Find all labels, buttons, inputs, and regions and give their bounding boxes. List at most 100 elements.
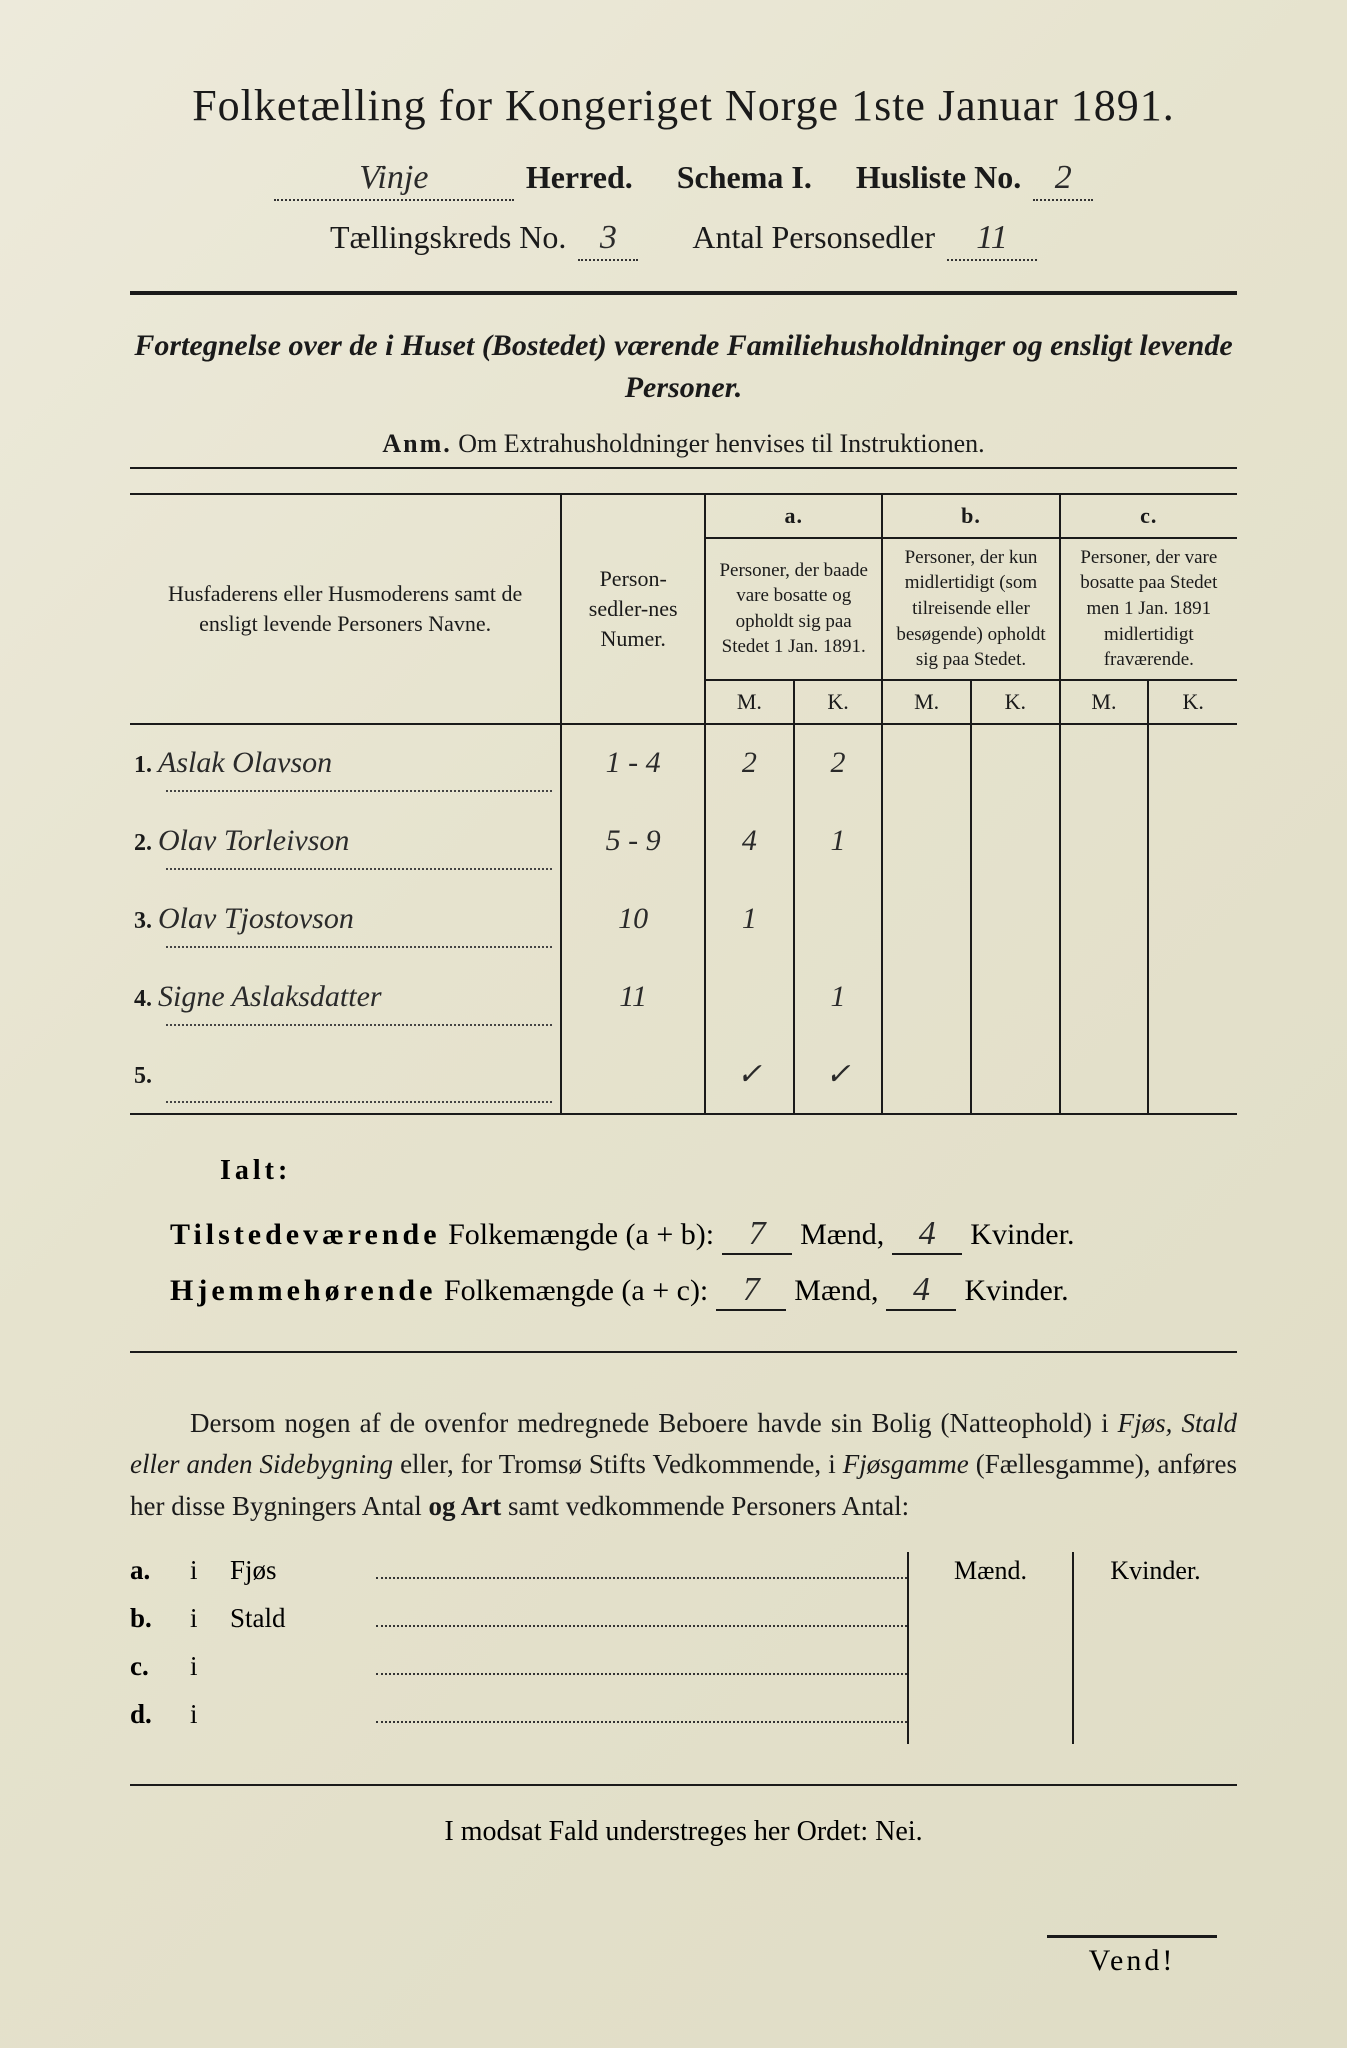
subtitle: Fortegnelse over de i Huset (Bostedet) v… bbox=[130, 325, 1237, 409]
a-k: ✓ bbox=[794, 1036, 883, 1114]
b-k bbox=[971, 958, 1060, 1036]
col-c-label: c. bbox=[1060, 494, 1237, 538]
kreds-value: 3 bbox=[600, 219, 617, 256]
kreds-label: Tællingskreds No. bbox=[330, 219, 566, 256]
c-m bbox=[1060, 880, 1149, 958]
husliste-value: 2 bbox=[1055, 159, 1072, 196]
col-c-text: Personer, der vare bosatte paa Stedet me… bbox=[1060, 538, 1237, 680]
col-b-k: K. bbox=[971, 680, 1060, 724]
numer-cell: 10 bbox=[561, 880, 705, 958]
herred-value: Vinje bbox=[359, 159, 428, 196]
numer-cell: 11 bbox=[561, 958, 705, 1036]
col-a-label: a. bbox=[705, 494, 882, 538]
ialt-label: Ialt: bbox=[220, 1155, 1237, 1187]
name-cell: 5. bbox=[130, 1036, 561, 1114]
col-names: Husfaderens eller Husmoderens samt de en… bbox=[130, 494, 561, 724]
table-row: 2.Olav Torleivson5 - 941 bbox=[130, 802, 1237, 880]
b-k bbox=[971, 724, 1060, 802]
name-cell: 3.Olav Tjostovson bbox=[130, 880, 561, 958]
person-name: Signe Aslaksdatter bbox=[158, 980, 382, 1013]
b-k bbox=[971, 1036, 1060, 1114]
sum1-m: 7 bbox=[722, 1215, 792, 1255]
divider-thin-2 bbox=[130, 1351, 1237, 1353]
side-row: d.i bbox=[130, 1696, 907, 1730]
b-m bbox=[882, 880, 971, 958]
col-b-label: b. bbox=[882, 494, 1059, 538]
b-k bbox=[971, 802, 1060, 880]
table-row: 1.Aslak Olavson1 - 422 bbox=[130, 724, 1237, 802]
sum-kvinder2: Kvinder. bbox=[964, 1274, 1068, 1308]
fjøs-paragraph: Dersom nogen af de ovenfor medregnede Be… bbox=[130, 1403, 1237, 1529]
name-cell: 2.Olav Torleivson bbox=[130, 802, 561, 880]
side-building-table: a.iFjøsb.iStaldc.id.i Mænd. Kvinder. bbox=[130, 1552, 1237, 1744]
side-kvinder: Kvinder. bbox=[1074, 1552, 1237, 1744]
col-a-k: K. bbox=[794, 680, 883, 724]
a-m bbox=[705, 958, 794, 1036]
sum2-label: Hjemmehørende bbox=[170, 1274, 436, 1308]
a-m: 2 bbox=[705, 724, 794, 802]
antal-label: Antal Personsedler bbox=[692, 219, 935, 256]
side-maend: Mænd. bbox=[909, 1552, 1074, 1744]
side-row: a.iFjøs bbox=[130, 1552, 907, 1586]
numer-cell: 5 - 9 bbox=[561, 802, 705, 880]
kreds-field: 3 bbox=[578, 219, 638, 261]
header-line-2: Tællingskreds No. 3 Antal Personsedler 1… bbox=[130, 219, 1237, 261]
page-title: Folketælling for Kongeriget Norge 1ste J… bbox=[130, 80, 1237, 131]
col-numer: Person-sedler-nes Numer. bbox=[561, 494, 705, 724]
c-m bbox=[1060, 724, 1149, 802]
a-k: 1 bbox=[794, 958, 883, 1036]
sum2-m: 7 bbox=[716, 1271, 786, 1311]
husliste-field: 2 bbox=[1033, 159, 1093, 201]
sum-maend: Mænd, bbox=[800, 1218, 884, 1252]
b-k bbox=[971, 880, 1060, 958]
a-k bbox=[794, 880, 883, 958]
schema-label: Schema I. bbox=[677, 159, 812, 196]
table-row: 4.Signe Aslaksdatter111 bbox=[130, 958, 1237, 1036]
sum1-label: Tilstedeværende bbox=[170, 1218, 441, 1252]
numer-cell bbox=[561, 1036, 705, 1114]
divider-thin-3 bbox=[130, 1784, 1237, 1786]
col-b-m: M. bbox=[882, 680, 971, 724]
a-k: 2 bbox=[794, 724, 883, 802]
person-name: Olav Tjostovson bbox=[158, 902, 354, 935]
c-m bbox=[1060, 802, 1149, 880]
antal-field: 11 bbox=[947, 219, 1037, 261]
side-right: Mænd. Kvinder. bbox=[907, 1552, 1237, 1744]
a-m: 1 bbox=[705, 880, 794, 958]
person-name: Aslak Olavson bbox=[158, 746, 332, 779]
herred-field: Vinje bbox=[274, 159, 514, 201]
table-row: 3.Olav Tjostovson101 bbox=[130, 880, 1237, 958]
sum-maend2: Mænd, bbox=[794, 1274, 878, 1308]
c-k bbox=[1148, 1036, 1237, 1114]
divider bbox=[130, 291, 1237, 295]
a-m: ✓ bbox=[705, 1036, 794, 1114]
header-line-1: Vinje Herred. Schema I. Husliste No. 2 bbox=[130, 159, 1237, 201]
c-k bbox=[1148, 724, 1237, 802]
numer-cell: 1 - 4 bbox=[561, 724, 705, 802]
col-a-text: Personer, der baade vare bosatte og opho… bbox=[705, 538, 882, 680]
table-row: 5. ✓✓ bbox=[130, 1036, 1237, 1114]
c-k bbox=[1148, 802, 1237, 880]
sum2-rest: Folkemængde (a + c): bbox=[444, 1274, 708, 1308]
person-name: Olav Torleivson bbox=[158, 824, 349, 857]
antal-value: 11 bbox=[976, 219, 1007, 256]
summary-line-2: Hjemmehørende Folkemængde (a + c): 7 Mæn… bbox=[170, 1271, 1237, 1311]
name-cell: 4.Signe Aslaksdatter bbox=[130, 958, 561, 1036]
b-m bbox=[882, 802, 971, 880]
col-c-k: K. bbox=[1148, 680, 1237, 724]
household-table: Husfaderens eller Husmoderens samt de en… bbox=[130, 493, 1237, 1115]
col-c-m: M. bbox=[1060, 680, 1149, 724]
anm-line: Anm. Om Extrahusholdninger henvises til … bbox=[130, 429, 1237, 459]
husliste-label: Husliste No. bbox=[856, 159, 1021, 196]
side-row: c.i bbox=[130, 1648, 907, 1682]
c-m bbox=[1060, 958, 1149, 1036]
sum-kvinder: Kvinder. bbox=[970, 1218, 1074, 1252]
c-k bbox=[1148, 958, 1237, 1036]
side-left: a.iFjøsb.iStaldc.id.i bbox=[130, 1552, 907, 1744]
herred-label: Herred. bbox=[526, 159, 633, 196]
nei-line: I modsat Fald understreges her Ordet: Ne… bbox=[130, 1816, 1237, 1848]
vend-label: Vend! bbox=[1047, 1935, 1217, 1978]
divider-thin bbox=[130, 467, 1237, 469]
name-cell: 1.Aslak Olavson bbox=[130, 724, 561, 802]
c-m bbox=[1060, 1036, 1149, 1114]
